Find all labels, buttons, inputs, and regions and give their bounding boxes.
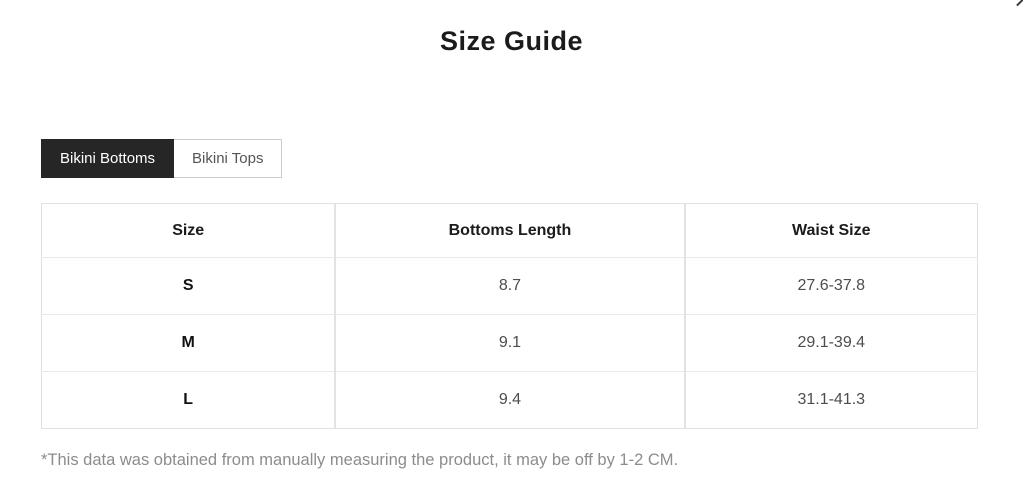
tab-bikini-tops-label: Bikini Tops	[192, 150, 264, 167]
cell-size: M	[41, 314, 336, 372]
size-table-container: Size Bottoms Length Waist Size S 8.7 27.…	[41, 203, 978, 429]
cell-waist-size: 31.1-41.3	[683, 371, 978, 429]
table-header-row: Size Bottoms Length Waist Size	[42, 203, 978, 258]
cell-bottoms-length: 9.1	[334, 314, 685, 372]
size-table: Size Bottoms Length Waist Size S 8.7 27.…	[41, 203, 978, 429]
cell-waist-size: 27.6-37.8	[683, 257, 978, 315]
close-icon-stroke	[1016, 0, 1023, 7]
cell-waist-size: 29.1-39.4	[683, 314, 978, 372]
header-bottoms-length: Bottoms Length	[334, 203, 685, 258]
close-icon[interactable]	[1014, 0, 1023, 8]
tab-bar: Bikini Bottoms Bikini Tops	[41, 139, 283, 178]
measurement-disclaimer: *This data was obtained from manually me…	[41, 451, 679, 469]
table-row: S 8.7 27.6-37.8	[41, 257, 978, 315]
tab-bikini-bottoms[interactable]: Bikini Bottoms	[41, 139, 175, 178]
cell-size: S	[41, 257, 336, 315]
table-row: M 9.1 29.1-39.4	[41, 314, 978, 372]
tab-bikini-bottoms-label: Bikini Bottoms	[60, 150, 156, 167]
cell-bottoms-length: 8.7	[334, 257, 685, 315]
page-title: Size Guide	[439, 26, 584, 56]
cell-bottoms-length: 9.4	[334, 371, 685, 429]
header-waist-size: Waist Size	[683, 203, 978, 258]
cell-size: L	[41, 371, 336, 429]
tab-bikini-tops[interactable]: Bikini Tops	[174, 139, 283, 178]
table-row: L 9.4 31.1-41.3	[41, 371, 978, 429]
header-size: Size	[172, 221, 205, 239]
